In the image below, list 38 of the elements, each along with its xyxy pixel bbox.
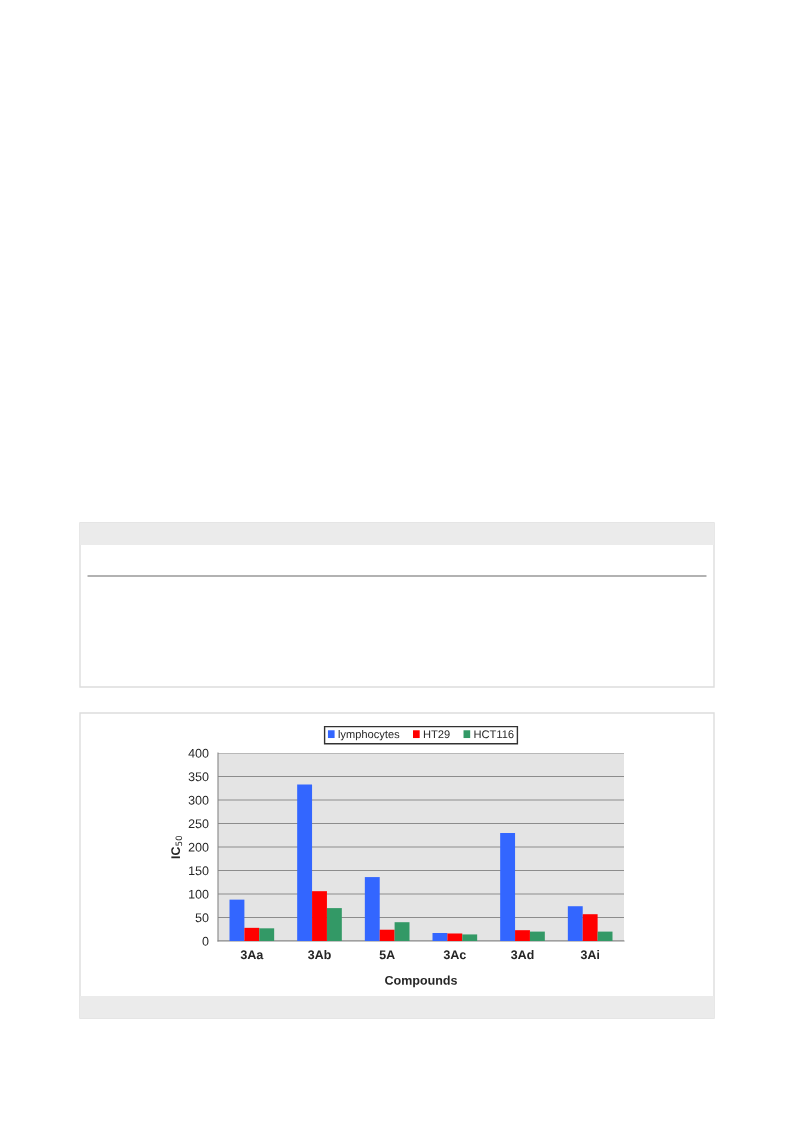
x-tick-label: 3Aa — [240, 950, 264, 960]
y-tick-label: 350 — [188, 772, 209, 782]
bar — [597, 931, 613, 941]
y-tick-label: 0 — [202, 936, 209, 946]
bar — [462, 934, 478, 941]
x-tick-label: 3Ac — [443, 950, 466, 960]
bar — [229, 899, 245, 941]
y-axis-title: IC$_{50}$ — [171, 835, 183, 859]
legend-label: lymphocytes — [338, 729, 400, 741]
bar — [326, 908, 342, 941]
bar — [297, 784, 313, 941]
bar — [582, 914, 598, 941]
x-tick-label: 3Ai — [580, 950, 600, 960]
bar — [379, 929, 395, 941]
bar — [567, 906, 583, 941]
x-tick-label: 5A — [379, 950, 395, 960]
y-tick-label: 250 — [188, 819, 209, 829]
y-tick-label: 150 — [189, 866, 209, 876]
y-tick-label: 300 — [188, 795, 209, 805]
bar — [432, 933, 448, 941]
y-tick-label: 200 — [188, 842, 209, 852]
x-axis-title: Compounds — [385, 975, 457, 988]
x-tick-label: 3Ad — [510, 950, 534, 960]
bar — [364, 877, 380, 941]
bar — [259, 928, 275, 941]
legend-label: HCT116 — [474, 730, 514, 739]
bar — [500, 832, 516, 941]
bar — [515, 930, 530, 941]
bar — [447, 933, 463, 941]
bar — [312, 891, 327, 941]
y-tick-label: 400 — [188, 748, 209, 758]
legend-label: HT29 — [423, 730, 450, 739]
bar — [529, 931, 545, 941]
y-tick-label: 50 — [195, 913, 209, 923]
x-tick-label: 3Ab — [307, 950, 331, 960]
y-tick-label: 100 — [189, 889, 209, 899]
bar — [394, 922, 410, 941]
bar — [244, 927, 260, 941]
